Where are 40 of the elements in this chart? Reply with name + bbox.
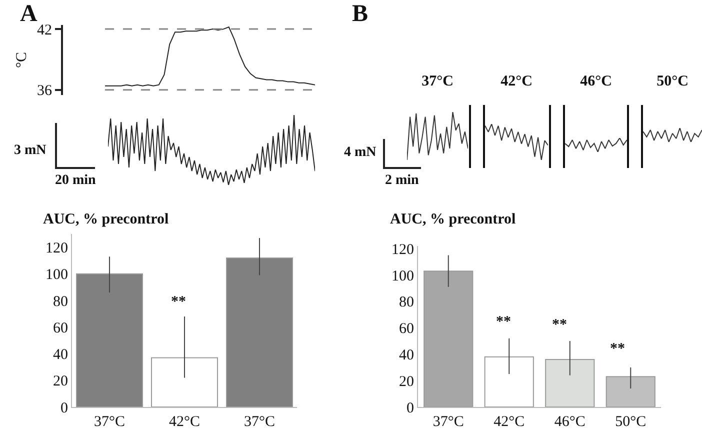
- text: 3 mN: [14, 143, 46, 158]
- y-tick-label: 120: [392, 242, 414, 258]
- x-tick-label: 42°C: [168, 414, 200, 430]
- y-tick-label: 40: [399, 347, 414, 364]
- y-tick-label: 20: [53, 374, 68, 390]
- y-tick-label: 0: [406, 400, 414, 416]
- y-tick-label: 100: [46, 267, 68, 284]
- annotation: **: [171, 294, 186, 310]
- y-tick-label: 80: [53, 294, 68, 310]
- annotation: **: [496, 314, 511, 330]
- chart-title: 50°C: [656, 73, 688, 90]
- x-tick-label: 50°C: [615, 414, 646, 430]
- text: 20 min: [55, 173, 96, 188]
- x-tick-label: 42°C: [494, 414, 525, 430]
- x-tick-label: 46°C: [554, 414, 586, 430]
- y-tick-label: 0: [60, 400, 68, 416]
- x-tick-label: 37°C: [244, 414, 276, 430]
- x-tick-label: 37°C: [432, 414, 464, 430]
- chart-title: 37°C: [422, 73, 454, 90]
- y-tick-label: 60: [53, 320, 68, 336]
- y-axis-title: °C: [14, 52, 30, 68]
- y-tick-label: 20: [399, 374, 414, 390]
- y-tick-label: 42: [37, 22, 52, 38]
- annotation: **: [552, 317, 567, 333]
- x-tick-label: 37°C: [94, 414, 126, 430]
- chart-title: AUC, % precontrol: [390, 211, 516, 228]
- chart-title: 42°C: [500, 73, 532, 90]
- text: 4 mN: [344, 145, 376, 160]
- y-tick-label: 80: [399, 294, 414, 311]
- y-tick-label: 120: [46, 240, 68, 257]
- annotation: **: [610, 341, 625, 357]
- text: 2 min: [385, 173, 420, 188]
- text: B: [352, 1, 368, 27]
- y-tick-label: 40: [53, 347, 68, 364]
- y-tick-label: 36: [37, 83, 52, 100]
- chart-title: AUC, % precontrol: [43, 211, 169, 228]
- y-tick-label: 60: [399, 321, 414, 338]
- y-tick-label: 100: [392, 268, 414, 284]
- chart-title: 46°C: [580, 73, 612, 90]
- text: A: [20, 1, 38, 27]
